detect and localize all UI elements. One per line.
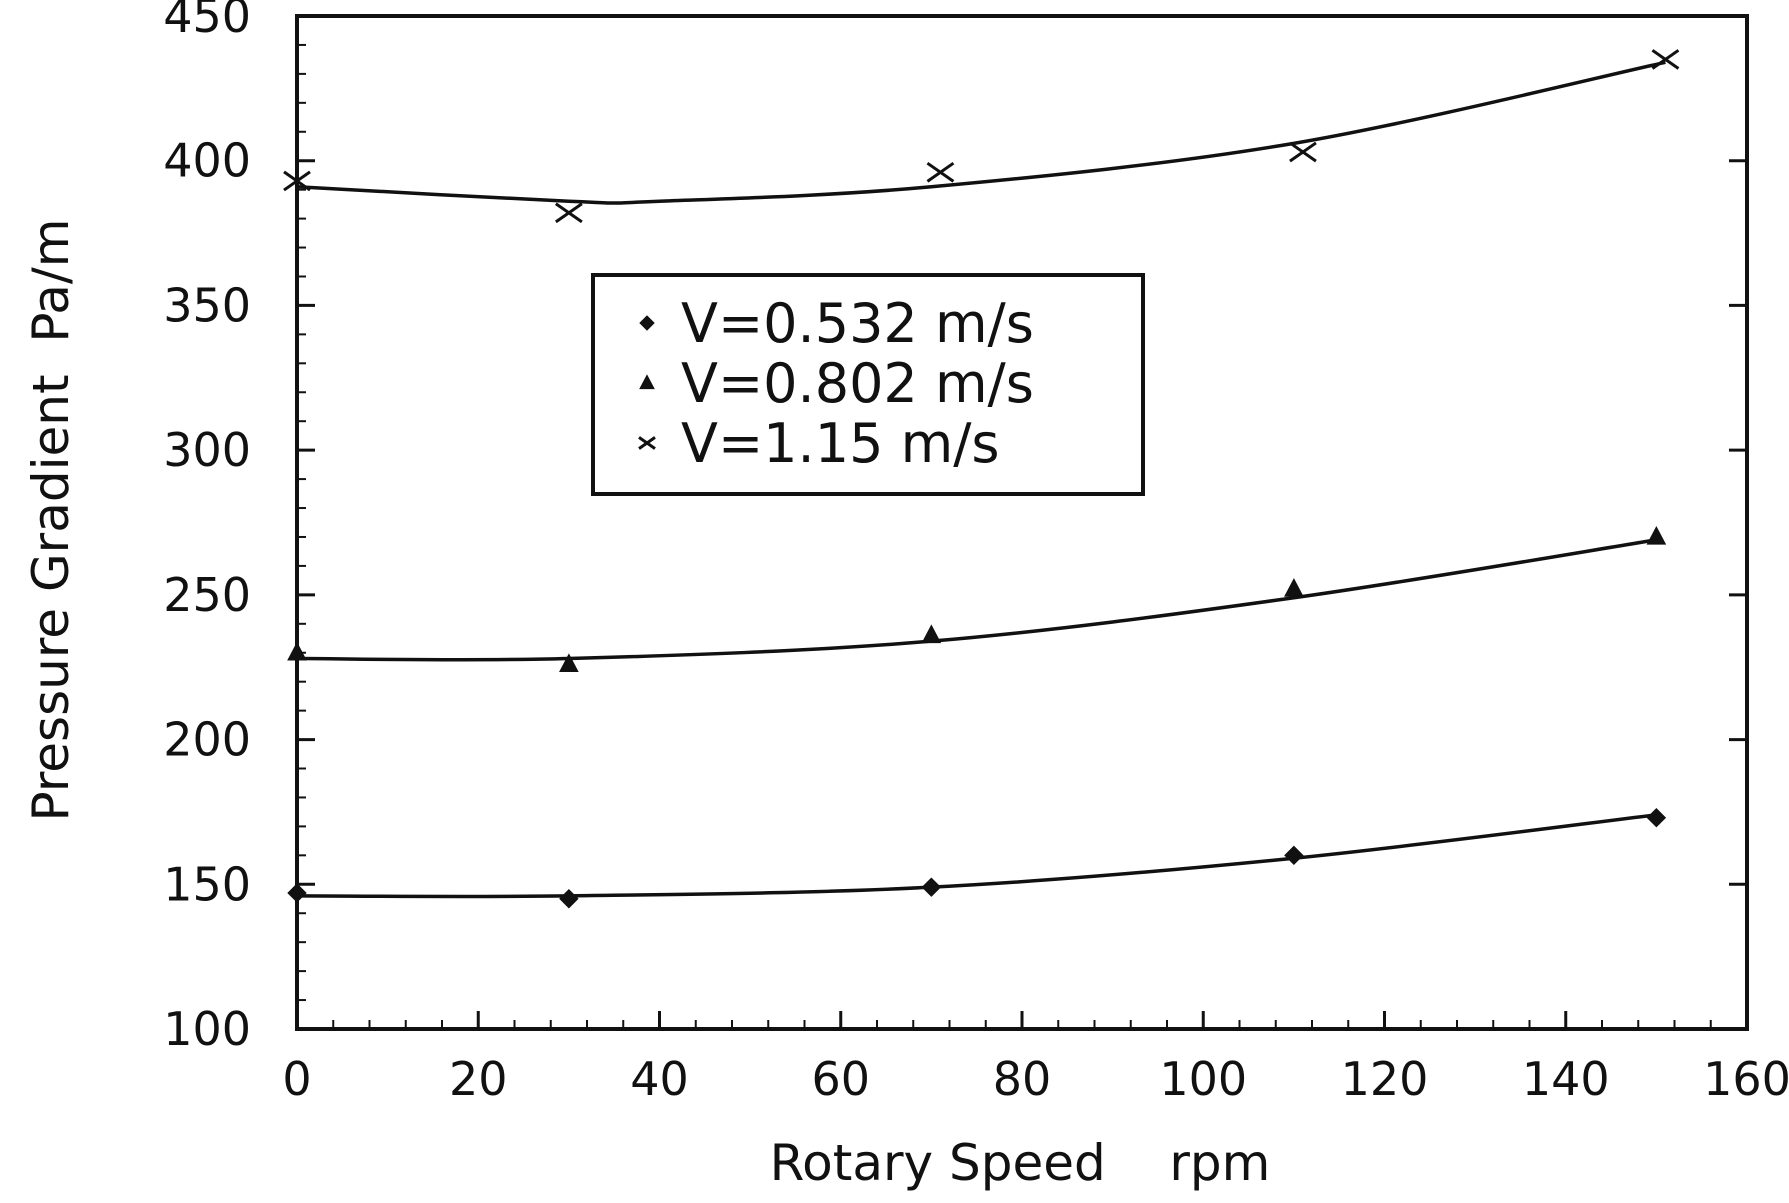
data-point-series-3-stroke: [555, 202, 583, 224]
legend-label: V=1.15 m/s: [681, 412, 1000, 475]
x-axis-title: Rotary Speed rpm: [770, 1134, 1271, 1192]
y-tick-label: 200: [163, 713, 251, 767]
y-tick-label: 300: [163, 423, 251, 477]
data-point-series-3: [926, 161, 955, 183]
legend-label: V=0.802 m/s: [681, 352, 1034, 415]
data-point-series-3-stroke: [1289, 141, 1317, 163]
x-tick-label: 100: [1159, 1052, 1247, 1106]
axis-ticks-group: 100 150 200 250 300 350 400 450 0 20 40 60 80 100 120 1…: [163, 0, 1789, 1106]
data-point-series-1: [287, 883, 307, 903]
legend: V=0.532 m/sV=0.802 m/sV=1.15 m/s: [591, 273, 1145, 496]
y-axis-title: Pressure Gradient Pa/m: [22, 219, 80, 822]
data-point-series-3: [555, 202, 583, 224]
x-tick-label: 40: [630, 1052, 689, 1106]
x-tick-label: 20: [449, 1052, 508, 1106]
data-point-series-3: [1651, 49, 1680, 70]
legend-label: V=0.532 m/s: [681, 292, 1034, 355]
fit-curve-series-3: [296, 60, 1666, 205]
plot-frame: [295, 14, 1749, 1031]
data-point-series-2: [1646, 525, 1667, 545]
x-tick-label: 140: [1522, 1052, 1610, 1106]
data-point-series-2: [559, 653, 579, 673]
data-point-series-3: [1289, 141, 1317, 163]
y-tick-label: 450: [163, 0, 251, 43]
data-point-series-1: [921, 877, 942, 897]
x-tick-label: 0: [282, 1052, 311, 1106]
y-tick-label: 150: [163, 857, 251, 911]
plot-frame-group: [295, 14, 1749, 1031]
data-point-series-2: [287, 641, 307, 661]
legend-marker: [638, 436, 656, 450]
x-tick-label: 60: [811, 1052, 870, 1106]
data-point-series-3-stroke: [1651, 49, 1680, 70]
legend-marker: [639, 315, 655, 331]
data-point-series-2: [921, 624, 942, 644]
fit-curve-series-1: [296, 813, 1657, 899]
legend-box: [591, 273, 1145, 496]
y-tick-label: 250: [163, 568, 251, 622]
x-tick-label: 80: [993, 1052, 1052, 1106]
x-tick-label: 160: [1703, 1052, 1789, 1106]
data-point-series-1: [1284, 845, 1304, 866]
data-point-series-1: [1646, 808, 1667, 828]
fit-curve-series-2: [296, 538, 1657, 662]
data-point-series-3-stroke: [926, 161, 955, 183]
data-point-series-3-stroke: [283, 170, 311, 192]
data-markers-group: [283, 49, 1680, 909]
legend-marker: [639, 374, 655, 390]
data-point-series-3: [283, 170, 311, 192]
fit-curves-group: [296, 60, 1666, 899]
y-tick-label: 350: [163, 278, 251, 332]
legend-marker-stroke: [638, 436, 656, 450]
y-tick-label: 100: [163, 1002, 251, 1056]
data-point-series-2: [1284, 578, 1304, 597]
x-tick-label: 120: [1341, 1052, 1429, 1106]
y-tick-label: 400: [163, 134, 251, 188]
data-point-series-1: [559, 889, 579, 909]
